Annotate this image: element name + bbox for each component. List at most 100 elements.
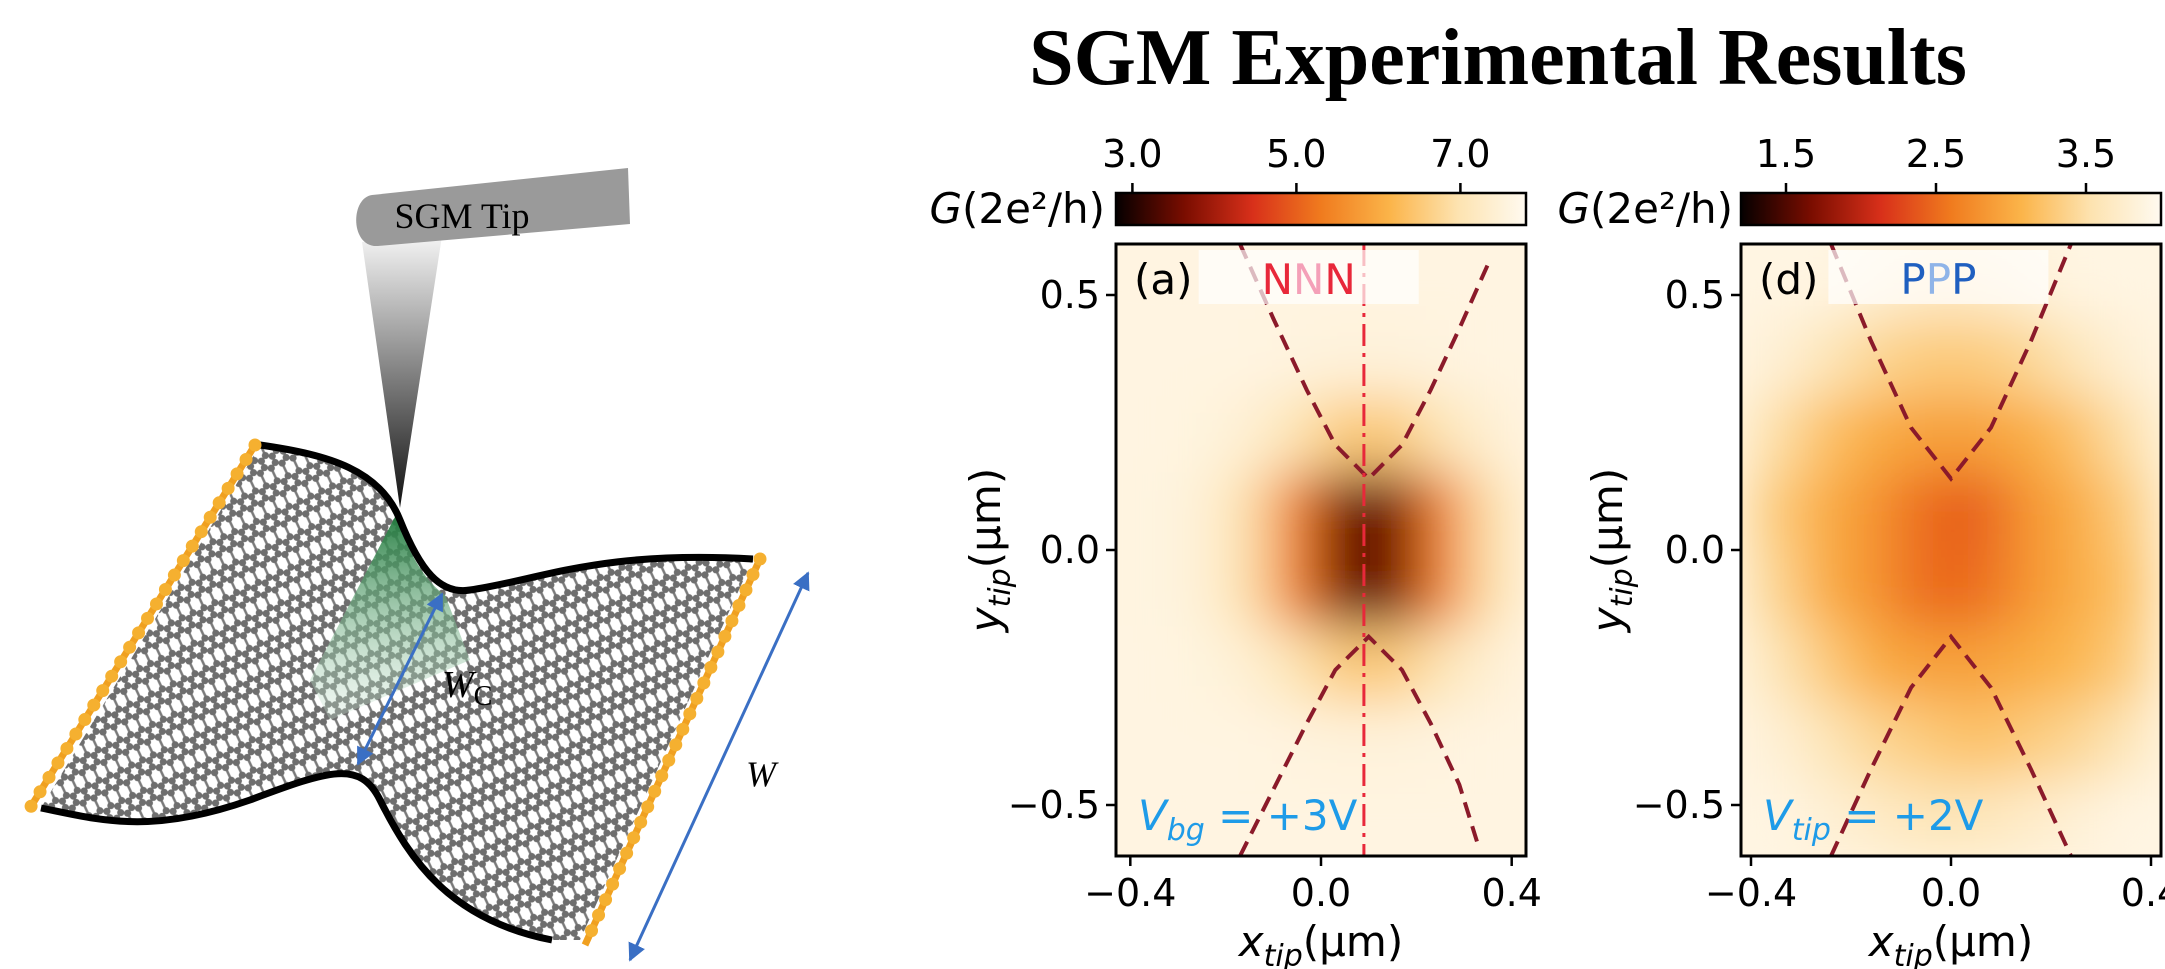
heatmap-cell: [1368, 626, 1417, 704]
heatmap-cell: [1464, 244, 1513, 322]
colorbar: [1741, 193, 2161, 225]
heatmap-cell: [1225, 703, 1274, 781]
heatmap-cell: [1321, 626, 1370, 704]
y-tick-label: −0.5: [1008, 783, 1100, 827]
heatmap-cell: [1273, 320, 1322, 398]
bottom-label-sub: tip: [1792, 813, 1831, 848]
heatmap-cell: [1177, 703, 1226, 781]
heatmap-cell: [1851, 397, 1902, 475]
heatmap-cell: [1901, 550, 1952, 628]
heatmap-cell: [2051, 626, 2102, 704]
heatmap-cell: [1368, 703, 1417, 781]
colorbar-label-rest: (2e²/h): [1590, 184, 1733, 233]
heatmap-cell: [1751, 550, 1802, 628]
colorbar-tick-label: 5.0: [1266, 132, 1326, 176]
width-label: W: [746, 754, 779, 794]
heatmap-cell: [1464, 320, 1513, 398]
heatmap-cell: [2001, 397, 2052, 475]
heatmap-cell: [1751, 626, 1802, 704]
heatmap-cell: [1464, 703, 1513, 781]
heatmap-cell: [1321, 550, 1370, 628]
heatmap-cell: [1464, 779, 1513, 857]
heatmap-cell: [2051, 779, 2102, 857]
heatmap-cell: [1851, 550, 1902, 628]
heatmap-cell: [2001, 779, 2052, 857]
annotation: PPP: [1900, 255, 1976, 304]
y-tick-label: 0.0: [1665, 528, 1725, 572]
heatmap-cell: [1851, 703, 1902, 781]
colorbar-tick-label: 1.5: [1756, 132, 1816, 176]
heatmap-cell: [1177, 626, 1226, 704]
heatmap-cell: [1416, 626, 1465, 704]
annotation-letter: P: [1951, 255, 1976, 304]
heatmap-cell: [1801, 550, 1852, 628]
colorbar-tick-label: 3.0: [1102, 132, 1162, 176]
heatmap-cell: [1273, 550, 1322, 628]
y-tick-label: 0.5: [1665, 273, 1725, 317]
heatmap-cell: [1951, 473, 2002, 551]
heatmap-cell: [2101, 320, 2152, 398]
heatmap-cell: [1801, 626, 1852, 704]
heatmap-cell: [2101, 397, 2152, 475]
heatmap-cell: [1177, 473, 1226, 551]
heatmap-cell: [1368, 473, 1417, 551]
heatmap-cell: [1464, 626, 1513, 704]
heatmap-cell: [1801, 703, 1852, 781]
heatmap-cell: [1368, 320, 1417, 398]
annotation: NNN: [1262, 255, 1356, 304]
heatmap-cell: [1901, 397, 1952, 475]
heatmap-cell: [1225, 320, 1274, 398]
x-axis-label-unit: (μm): [1933, 917, 2033, 966]
x-tick-label: 0.4: [1481, 871, 1541, 915]
annotation-letter: P: [1900, 255, 1925, 304]
x-axis-label-unit: (μm): [1303, 917, 1403, 966]
heatmap-cell: [1751, 473, 1802, 551]
heatmap-cell: [1416, 779, 1465, 857]
heatmap-cell: [1177, 320, 1226, 398]
heatmap-cell: [1273, 626, 1322, 704]
heatmap-cell: [1225, 626, 1274, 704]
heatmap-cell: [1901, 473, 1952, 551]
heatmap-cell: [1225, 397, 1274, 475]
x-axis-label-sub: tip: [1894, 939, 1933, 969]
heatmap-cell: [1951, 703, 2002, 781]
y-axis-label-unit: (μm): [1583, 468, 1632, 568]
panel-label: (d): [1759, 255, 1818, 304]
y-axis-label-main: y: [1583, 606, 1632, 634]
heatmap-cell: [2051, 244, 2102, 322]
bottom-label-sub: bg: [1167, 813, 1205, 848]
tip-label: SGM Tip: [394, 196, 529, 236]
heatmap-cell: [2051, 473, 2102, 551]
bottom-label-rest: = +3V: [1205, 791, 1358, 840]
y-axis-label: ytip(μm): [1583, 468, 1640, 634]
y-axis-label-main: y: [961, 606, 1010, 634]
heatmap-cell: [2001, 550, 2052, 628]
heatmap-cell: [1368, 397, 1417, 475]
heatmap-cell: [1951, 397, 2002, 475]
colorbar-label-rest: (2e²/h): [962, 184, 1105, 233]
heatmap-cell: [1321, 320, 1370, 398]
heatmap-cell: [2101, 244, 2152, 322]
heatmap-cell: [1368, 779, 1417, 857]
colorbar-tick-label: 2.5: [1906, 132, 1966, 176]
heatmap-cell: [1130, 320, 1179, 398]
heatmap-cell: [1751, 320, 1802, 398]
y-tick-label: 0.5: [1040, 273, 1100, 317]
heatmap-cell: [1225, 550, 1274, 628]
heatmap-cell: [1416, 320, 1465, 398]
heatmap-cell: [1751, 703, 1802, 781]
heatmap-cell: [1416, 244, 1465, 322]
figure: SGM Tip WC W SGM Experimental Results NN…: [0, 0, 2165, 969]
heatmap-cell: [1321, 473, 1370, 551]
colorbar-label-main: G: [1558, 184, 1591, 233]
heatmap-cell: [2101, 626, 2152, 704]
figure-title: SGM Experimental Results: [1029, 14, 1967, 102]
colorbar: [1116, 193, 1526, 225]
heatmap-cell: [2001, 473, 2052, 551]
heatmap-cell: [1416, 550, 1465, 628]
heatmap-cell: [1130, 397, 1179, 475]
heatmap-cell: [2101, 473, 2152, 551]
colorbar-tick-label: 3.5: [2056, 132, 2116, 176]
x-tick-label: 0.0: [1921, 871, 1981, 915]
